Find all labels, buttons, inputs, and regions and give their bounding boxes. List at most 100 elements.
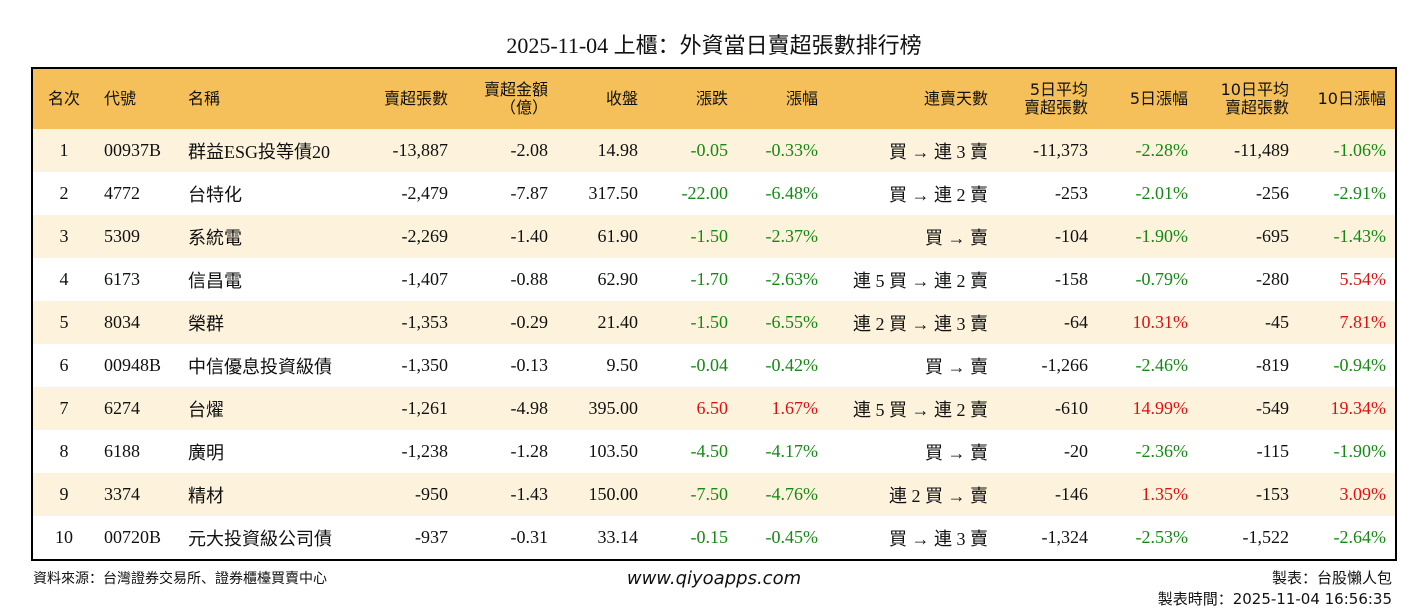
cell: 1 [59,140,69,160]
cell: -7.87 [510,183,549,203]
cell: -2.36% [1135,441,1189,461]
cell: 9 [59,484,69,504]
cell: 3 [59,226,69,246]
cell: -1,266 [1041,355,1089,375]
cell: -819 [1256,355,1289,375]
cell: -4.50 [690,441,729,461]
cell: -22.00 [681,183,729,203]
cell: 台燿 [188,399,224,420]
cell: -0.04 [690,355,729,375]
cell: -4.98 [510,398,549,418]
header-cell: 收盤 [605,89,638,108]
cell: -2.28% [1135,140,1189,160]
cell: -280 [1256,269,1289,289]
cell: 元大投資級公司債 [188,528,332,549]
cell: 14.99% [1132,398,1189,418]
cell: -11,373 [1033,140,1088,160]
cell: -937 [415,527,448,547]
header-cell: 5日漲幅 [1129,89,1188,108]
cell: 群益ESG投等債20 [188,141,331,162]
cell: 系統電 [188,227,242,248]
table-row: 9 3374 精材 -950 -1.43 150.00 -7.50 -4.76% 連 2 買 →… [33,473,1395,516]
cell: 買 → 連 2 賣 [889,184,988,205]
cell: 10.31% [1132,312,1189,332]
cell: 7 [59,398,69,418]
cell: -1.40 [510,226,549,246]
cell: -0.13 [510,355,549,375]
cell: -950 [415,484,448,504]
header-cell: 名稱 [188,89,221,108]
cell: -2,269 [401,226,449,246]
table-row: 10 00720B 元大投資級公司債 -937 -0.31 33.14 -0.15 -0.45… [33,516,1395,559]
source: 資料來源：台灣證券交易所、證券櫃檯買賣中心 [33,571,327,587]
cell: -2,479 [401,183,449,203]
cell: -6.55% [765,312,819,332]
cell: -2.01% [1135,183,1189,203]
time: 製表時間：2025-11-04 16:56:35 [1157,590,1392,608]
cell: -0.42% [765,355,819,375]
table-row: 7 6274 台燿 -1,261 -4.98 395.00 6.50 1.67% 連 5 買 →… [33,387,1395,430]
cell: -1,261 [401,398,449,418]
cell: -7.50 [690,484,729,504]
cell: -0.31 [510,527,549,547]
cell: -1,353 [401,312,449,332]
cell: -1,238 [401,441,449,461]
cell: -0.94% [1333,355,1387,375]
cell: 9.50 [606,355,639,375]
cell: 精材 [188,485,224,506]
cell: -146 [1055,484,1088,504]
cell: 00937B [104,140,162,160]
header-cell: 賣超金額 （億） [483,80,548,117]
cell: -2.63% [765,269,819,289]
cell: 連 2 買 → 賣 [889,485,988,506]
cell: -0.15 [690,527,729,547]
cell: -0.29 [510,312,549,332]
cell: -610 [1055,398,1088,418]
cell: -4.76% [765,484,819,504]
cell: -256 [1256,183,1289,203]
cell: -549 [1256,398,1289,418]
cell: 3.09% [1339,484,1387,504]
cell: 150.00 [588,484,639,504]
header-cell: 漲幅 [785,89,818,108]
cell: 6173 [104,269,140,289]
cell: 395.00 [588,398,639,418]
table-row: 6 00948B 中信優息投資級債 -1,350 -0.13 9.50 -0.04 -0.42… [33,344,1395,387]
cell: 5.54% [1339,269,1387,289]
header-cell: 賣超張數 [383,89,448,108]
cell: -695 [1256,226,1289,246]
cell: -1.90% [1333,441,1387,461]
cell: -0.88 [510,269,549,289]
cell: 8 [59,441,69,461]
cell: 19.34% [1330,398,1387,418]
cell: -1.06% [1333,140,1387,160]
cell: 信昌電 [188,270,242,291]
cell: -158 [1055,269,1088,289]
cell: -2.53% [1135,527,1189,547]
cell: -1.90% [1135,226,1189,246]
cell: 8034 [104,312,140,332]
cell: -2.08 [510,140,549,160]
cell: 61.90 [597,226,639,246]
cell: 6.50 [696,398,729,418]
cell: 103.50 [588,441,639,461]
cell: 買 → 連 3 賣 [889,141,988,162]
cell: -2.64% [1333,527,1387,547]
cell: 連 2 買 → 連 3 賣 [853,313,988,334]
cell: 5309 [104,226,140,246]
header-cell: 漲跌 [695,89,728,108]
maker: 製表：台股懶人包 [1271,569,1392,587]
cell: -64 [1064,312,1088,332]
cell: 4772 [104,183,140,203]
cell: -1.43 [510,484,549,504]
cell: 7.81% [1339,312,1387,332]
cell: -153 [1256,484,1289,504]
header-cell: 10日平均 賣超張數 [1220,80,1289,117]
table-row: 3 5309 系統電 -2,269 -1.40 61.90 -1.50 -2.37% 買 → 賣… [33,215,1395,258]
cell: 14.98 [597,140,639,160]
cell: 00948B [104,355,162,375]
cell: 00720B [104,527,162,547]
cell: -1,522 [1242,527,1290,547]
cell: -0.33% [765,140,819,160]
cell: -2.91% [1333,183,1387,203]
